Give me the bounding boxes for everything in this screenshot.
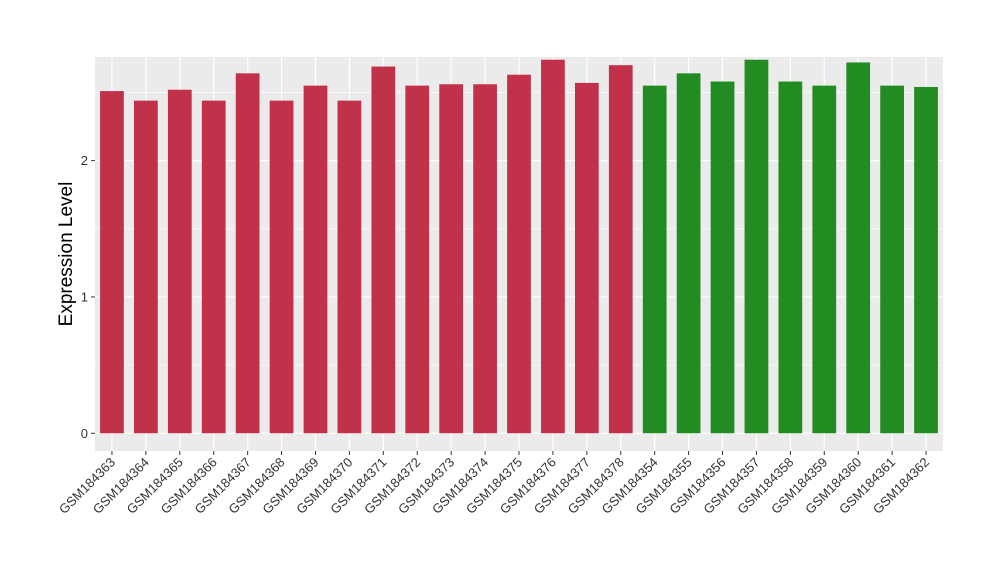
bar-GSM184373	[439, 84, 464, 434]
bar-GSM184371	[371, 66, 396, 434]
bar-GSM184358	[778, 81, 803, 434]
bar-GSM184374	[473, 84, 497, 434]
y-tick-label: 0	[81, 426, 88, 441]
x-axis: GSM184363GSM184364GSM184365GSM184366GSM1…	[56, 451, 932, 517]
bar-GSM184366	[201, 100, 226, 434]
bar-GSM184364	[134, 100, 158, 434]
y-axis-title: Expression Level	[56, 182, 77, 327]
bar-GSM184360	[846, 62, 871, 434]
bar-GSM184356	[710, 81, 735, 434]
y-tick-label: 1	[81, 289, 88, 304]
bar-GSM184365	[167, 89, 192, 434]
y-tick-label: 2	[81, 153, 88, 168]
bar-GSM184362	[914, 86, 938, 434]
bar-GSM184370	[337, 100, 362, 434]
bar-GSM184367	[235, 73, 260, 434]
bars	[100, 59, 938, 434]
bar-GSM184369	[303, 85, 328, 434]
bar-GSM184375	[507, 74, 531, 434]
bar-GSM184357	[744, 59, 769, 434]
bar-GSM184368	[269, 100, 294, 434]
bar-GSM184363	[100, 91, 124, 434]
bar-GSM184377	[574, 82, 599, 434]
bar-GSM184354	[642, 85, 667, 434]
bar-GSM184376	[541, 59, 565, 434]
y-axis: 0 1 2	[81, 153, 95, 441]
bar-GSM184355	[676, 73, 701, 434]
bar-GSM184378	[608, 65, 633, 434]
bar-GSM184359	[812, 85, 837, 434]
bar-GSM184361	[880, 85, 904, 434]
bar-GSM184372	[405, 85, 430, 434]
